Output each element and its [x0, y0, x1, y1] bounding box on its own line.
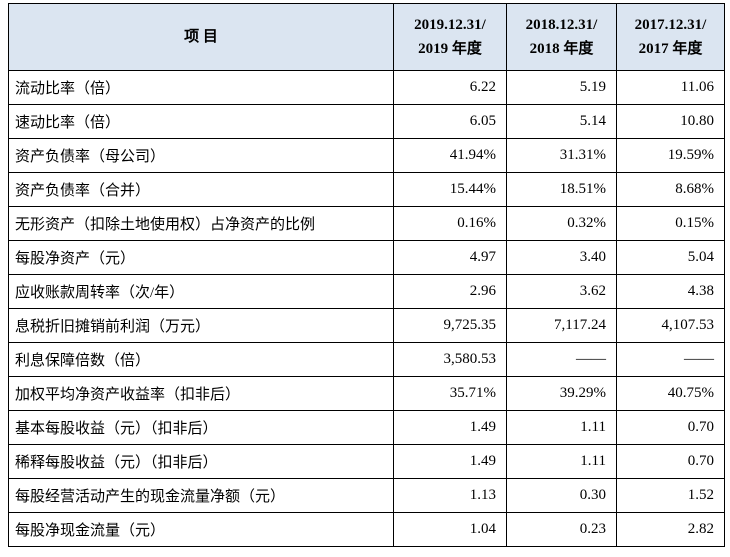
table-row: 资产负债率（母公司） 41.94% 31.31% 19.59%: [8, 138, 725, 173]
table-row: 每股经营活动产生的现金流量净额（元） 1.13 0.30 1.52: [8, 478, 725, 513]
value-cell: 0.70: [616, 444, 725, 479]
value-cell: 5.04: [616, 240, 725, 275]
header-line: 项 目: [184, 29, 218, 45]
table-row: 利息保障倍数（倍） 3,580.53 —— ——: [8, 342, 725, 377]
value-cell: 0.23: [506, 512, 617, 547]
row-label: 无形资产（扣除土地使用权）占净资产的比例: [8, 206, 394, 241]
table-row: 加权平均净资产收益率（扣非后） 35.71% 39.29% 40.75%: [8, 376, 725, 411]
value-cell: 31.31%: [506, 138, 617, 173]
table-row: 资产负债率（合并） 15.44% 18.51% 8.68%: [8, 172, 725, 207]
header-cell: 2017.12.31/2017 年度: [616, 3, 725, 71]
value-cell: 41.94%: [393, 138, 507, 173]
value-cell: 1.49: [393, 444, 507, 479]
table-row: 稀释每股收益（元）（扣非后） 1.49 1.11 0.70: [8, 444, 725, 479]
row-label: 利息保障倍数（倍）: [8, 342, 394, 377]
value-cell: 6.22: [393, 70, 507, 105]
value-cell: 11.06: [616, 70, 725, 105]
header-line: 2019 年度: [418, 41, 482, 57]
value-cell: 2.96: [393, 274, 507, 309]
value-cell: 39.29%: [506, 376, 617, 411]
value-cell: 0.70: [616, 410, 725, 445]
value-cell: 1.11: [506, 444, 617, 479]
header-cell: 2018.12.31/2018 年度: [506, 3, 617, 71]
value-cell: 0.32%: [506, 206, 617, 241]
row-label: 息税折旧摊销前利润（万元）: [8, 308, 394, 343]
header-line: 2019.12.31/: [414, 17, 486, 33]
row-label: 每股净资产（元）: [8, 240, 394, 275]
header-line: 2018 年度: [529, 41, 594, 57]
header-cell: 项 目: [8, 3, 394, 71]
value-cell: 10.80: [616, 104, 725, 139]
row-label: 每股经营活动产生的现金流量净额（元）: [8, 478, 394, 513]
value-cell: 1.49: [393, 410, 507, 445]
value-cell: 35.71%: [393, 376, 507, 411]
value-cell: 3.40: [506, 240, 617, 275]
value-cell: 0.30: [506, 478, 617, 513]
row-label: 加权平均净资产收益率（扣非后）: [8, 376, 394, 411]
value-cell: 3.62: [506, 274, 617, 309]
value-cell: 4,107.53: [616, 308, 725, 343]
row-label: 稀释每股收益（元）（扣非后）: [8, 444, 394, 479]
table-row: 无形资产（扣除土地使用权）占净资产的比例 0.16% 0.32% 0.15%: [8, 206, 725, 241]
value-cell: 19.59%: [616, 138, 725, 173]
value-cell: 2.82: [616, 512, 725, 547]
row-label: 每股净现金流量（元）: [8, 512, 394, 547]
value-cell: 4.97: [393, 240, 507, 275]
value-cell: 18.51%: [506, 172, 617, 207]
table-row: 每股净现金流量（元） 1.04 0.23 2.82: [8, 512, 725, 547]
row-label: 应收账款周转率（次/年）: [8, 274, 394, 309]
value-cell: 1.52: [616, 478, 725, 513]
value-cell: 5.19: [506, 70, 617, 105]
table-row: 每股净资产（元） 4.97 3.40 5.04: [8, 240, 725, 275]
table-row: 基本每股收益（元）（扣非后） 1.49 1.11 0.70: [8, 410, 725, 445]
value-cell: 3,580.53: [393, 342, 507, 377]
header-line: 2017 年度: [638, 41, 703, 57]
row-label: 资产负债率（母公司）: [8, 138, 394, 173]
row-label: 速动比率（倍）: [8, 104, 394, 139]
value-cell: ——: [506, 342, 617, 377]
value-cell: 1.04: [393, 512, 507, 547]
header-line: 2017.12.31/: [634, 17, 707, 33]
table-row: 速动比率（倍） 6.05 5.14 10.80: [8, 104, 725, 139]
value-cell: 15.44%: [393, 172, 507, 207]
table-row: 流动比率（倍） 6.22 5.19 11.06: [8, 70, 725, 105]
row-label: 流动比率（倍）: [8, 70, 394, 105]
value-cell: 8.68%: [616, 172, 725, 207]
value-cell: 1.11: [506, 410, 617, 445]
value-cell: ——: [616, 342, 725, 377]
value-cell: 0.16%: [393, 206, 507, 241]
value-cell: 5.14: [506, 104, 617, 139]
header-line: 2018.12.31/: [525, 17, 598, 33]
value-cell: 1.13: [393, 478, 507, 513]
table-row: 应收账款周转率（次/年） 2.96 3.62 4.38: [8, 274, 725, 309]
table-row: 息税折旧摊销前利润（万元） 9,725.35 7,117.24 4,107.53: [8, 308, 725, 343]
data-table: 项 目 2019.12.31/2019 年度 2018.12.31/2018 年度 2…: [8, 3, 725, 547]
header-row: 项 目 2019.12.31/2019 年度 2018.12.31/2018 年度 2…: [8, 3, 725, 71]
header-cell: 2019.12.31/2019 年度: [393, 3, 507, 71]
value-cell: 6.05: [393, 104, 507, 139]
row-label: 资产负债率（合并）: [8, 172, 394, 207]
value-cell: 7,117.24: [506, 308, 617, 343]
table-body: 流动比率（倍） 6.22 5.19 11.06 速动比率（倍） 6.05 5.14 10.80…: [8, 70, 725, 547]
value-cell: 40.75%: [616, 376, 725, 411]
value-cell: 9,725.35: [393, 308, 507, 343]
row-label: 基本每股收益（元）（扣非后）: [8, 410, 394, 445]
value-cell: 4.38: [616, 274, 725, 309]
value-cell: 0.15%: [616, 206, 725, 241]
